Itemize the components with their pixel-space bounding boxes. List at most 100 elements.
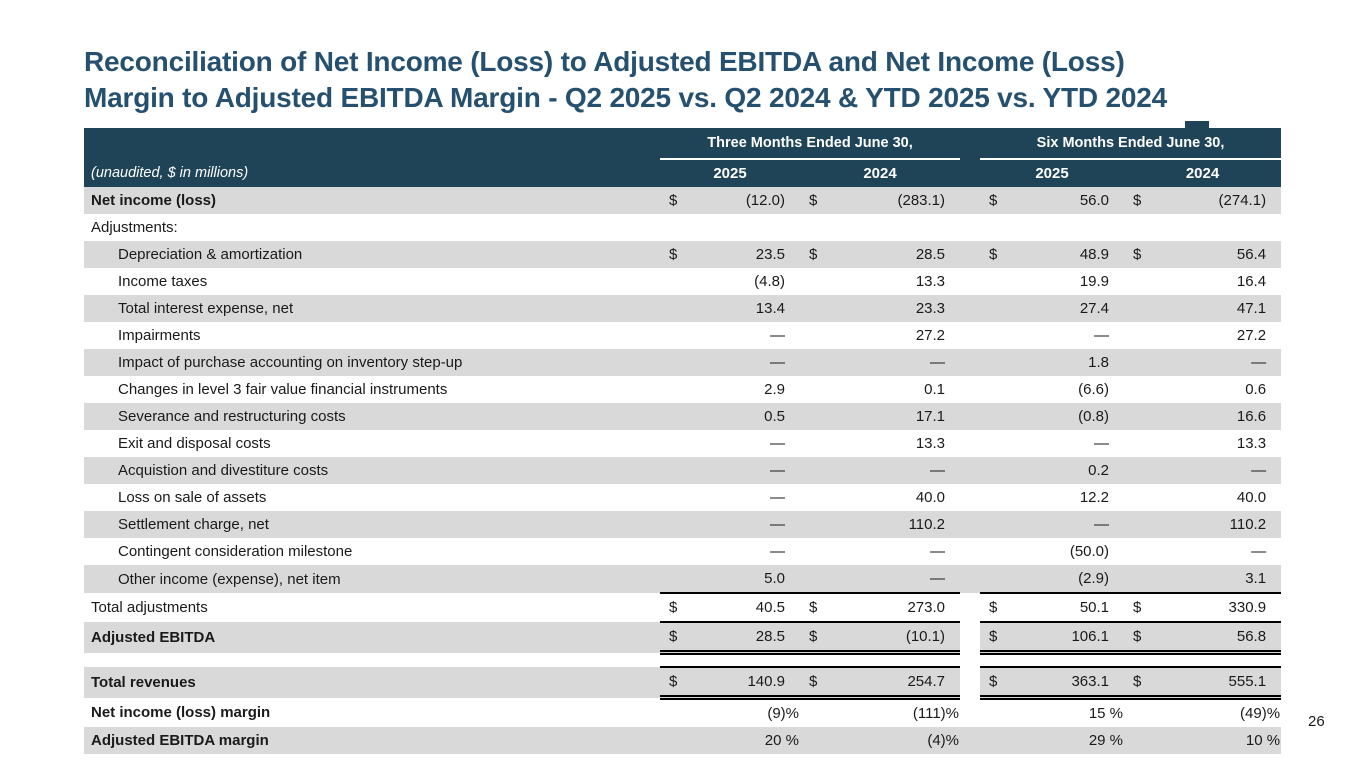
group-gap-cell [960,214,980,241]
table-body: Net income (loss) $ (12.0) $ (283.1) $56.0 $ (2… [84,187,1282,754]
table-row: Total revenues $140.9 $254.7 $363.1 $555.1 [84,666,1282,700]
value-cell: 15 % [1088,705,1124,722]
year-header-ytd-2025: 2025 [980,159,1125,187]
value-cell: 40.5 [696,592,800,623]
value-cell: — [930,543,946,560]
col-group-six-months: Six Months Ended June 30, [980,128,1282,160]
dollar-sign-cell [1124,430,1164,457]
group-gap-cell [960,187,981,214]
dollar-sign-cell [1124,268,1164,295]
dollar-sign-cell [1124,322,1164,349]
group-gap-cell [960,593,981,622]
value-cell: 1.8 [1018,349,1125,376]
value-cell: 16.4 [1236,273,1267,290]
table-row: Adjusted EBITDA $28.5 $ (10.1) $106.1 $56.8 [84,622,1282,655]
dollar-sign-cell [660,457,696,484]
dollar-sign-cell [660,484,696,511]
dollar-sign-cell [660,727,696,754]
dollar-sign-cell [660,430,696,457]
value-cell: — [844,349,961,376]
spacer-cell [84,652,1282,667]
table-row: Depreciation & amortization $23.5 $28.5 $48… [84,241,1282,268]
dollar-sign-cell: $ [800,241,844,268]
dollar-sign-cell [800,268,844,295]
table-row: Impact of purchase accounting on invento… [84,349,1282,376]
dollar-sign-cell: $ [660,592,696,623]
group-gap-cell [960,430,980,457]
row-label: Severance and restructuring costs [84,403,660,430]
header-spacer-cell [84,128,660,159]
group-gap-cell [960,622,981,653]
value-cell: — [770,543,785,560]
value-cell: 40.0 [915,489,946,506]
row-label: Loss on sale of assets [118,489,267,506]
dollar-sign-cell [800,430,844,457]
dollar-sign-cell [660,295,696,322]
table-row: Severance and restructuring costs 0.5 17.1… [84,403,1282,430]
value-cell: 28.5 [696,622,800,655]
table-row: Contingent consideration milestone — — (50.… [84,538,1281,565]
value-cell: (12.0) [696,187,800,214]
dollar-sign-cell [980,727,1019,754]
dollar-sign-cell [800,322,844,349]
value-cell: 47.1 [1164,295,1282,322]
dollar-sign-cell [800,565,844,593]
dollar-sign-cell [1124,214,1164,241]
value-cell: 16.6 [1164,403,1282,430]
value-cell: 23.5 [696,241,800,268]
value-cell: — [770,327,785,344]
dollar-sign-cell [800,511,844,538]
dollar-sign-cell [980,511,1019,538]
group-gap-cell [960,484,980,511]
row-label: Total revenues [84,667,660,698]
dollar-sign-cell [660,322,696,349]
value-cell: (2.9) [1018,565,1125,593]
row-label: Net income (loss) margin [91,703,271,721]
group-gap-cell [960,241,981,268]
dollar-sign-cell [1124,511,1165,538]
dollar-sign-cell [800,727,844,754]
dollar-sign-cell [660,268,696,295]
value-cell: 0.5 [696,403,800,430]
dollar-sign-cell: $ [660,666,696,700]
slide-title-line-1: Reconciliation of Net Income (Loss) to A… [84,46,1125,77]
value-cell: — [696,457,800,484]
dollar-sign-cell: $ [660,241,696,268]
value-cell: 48.9 [1018,241,1125,268]
dollar-sign-cell: $ [980,666,1019,700]
group-gap-cell [960,403,981,430]
dollar-sign-cell: $ [660,622,696,655]
value-cell: — [1251,543,1267,560]
dollar-sign-cell [980,322,1018,349]
row-label: Total interest expense, net [84,295,660,322]
value-cell: 110.2 [1164,511,1282,538]
year-header-ytd-2024: 2024 [1124,159,1282,187]
value-cell: 2.9 [764,381,785,398]
row-label: Exit and disposal costs [118,435,271,452]
row-label: Acquistion and divestiture costs [84,457,660,484]
group-gap-cell [960,322,980,349]
dollar-sign-cell [1124,538,1164,565]
header-notch-decoration [1185,121,1209,128]
table-row: Net income (loss) margin (9)% (111)% 15 % (4… [84,698,1281,728]
dollar-sign-cell: $ [1124,622,1165,655]
dollar-sign-cell: $ [800,622,844,655]
value-cell [696,214,800,241]
value-cell: 13.4 [696,295,800,322]
dollar-sign-cell [800,214,844,241]
dollar-sign-cell [980,268,1018,295]
dollar-sign-cell: $ [660,187,696,214]
table-row: Changes in level 3 fair value financial … [84,376,1281,403]
value-cell: 0.1 [924,381,946,398]
dollar-sign-cell [1124,457,1165,484]
dollar-sign-cell [1124,376,1164,403]
dollar-sign-cell [1124,349,1165,376]
row-label: Settlement charge, net [84,511,660,538]
group-gap-cell [960,268,980,295]
row-label: Depreciation & amortization [84,241,660,268]
group-gap-cell [960,349,981,376]
value-cell: 27.2 [915,327,946,344]
table-row: Net income (loss) $ (12.0) $ (283.1) $56.0 $ (2… [84,187,1282,214]
value-cell: 110.2 [844,511,961,538]
